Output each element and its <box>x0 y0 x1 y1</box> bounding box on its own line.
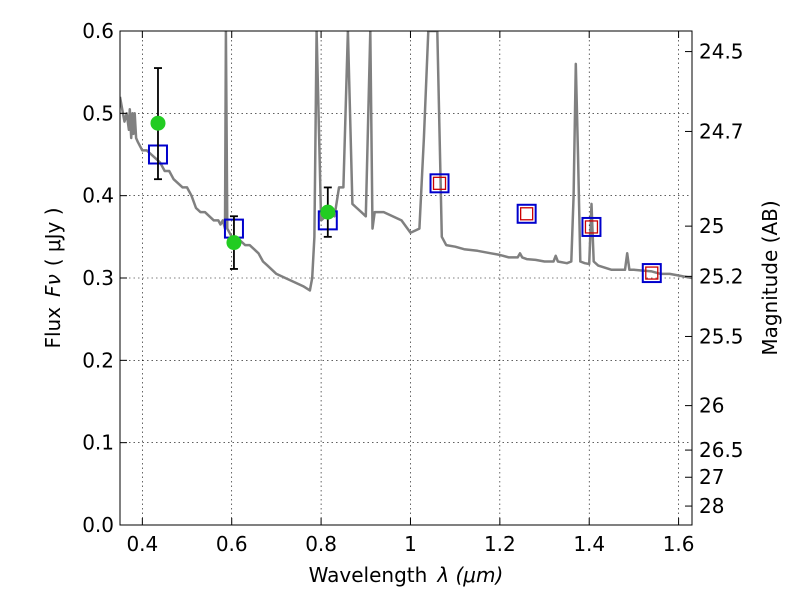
red-square-marker <box>584 220 599 234</box>
y-tick-label: 0.3 <box>82 266 114 290</box>
y-tick-label: 0.0 <box>82 513 114 537</box>
blue-square-marker <box>429 173 450 194</box>
blue-square-marker <box>581 216 602 237</box>
grid-layer <box>120 30 692 526</box>
right-tick-label: 25 <box>699 214 724 238</box>
photometry-point <box>226 235 242 251</box>
right-tick-label: 26 <box>699 394 724 418</box>
x-tick-label: 0.4 <box>126 532 158 556</box>
photometry-point <box>150 115 166 131</box>
y-tick-label: 0.4 <box>82 184 114 208</box>
y-tick-label: 0.1 <box>82 431 114 455</box>
spectrum-line <box>120 31 692 292</box>
plot-area <box>120 31 692 292</box>
x-tick-label: 1 <box>404 532 417 556</box>
right-tick-label: 24.7 <box>699 119 744 143</box>
right-tick-label: 28 <box>699 494 724 518</box>
y-tick-label: 0.5 <box>82 101 114 125</box>
right-axis-label: Magnitude (AB) <box>758 200 782 355</box>
blue-square-marker <box>516 203 537 224</box>
red-square-marker <box>432 176 447 190</box>
y-axis-label: FluxFν( μJy ) <box>41 207 65 348</box>
right-tick-label: 26.5 <box>699 438 744 462</box>
right-tick-label: 25.5 <box>699 324 744 348</box>
right-tick-label: 24.5 <box>699 40 744 64</box>
x-tick-label: 0.6 <box>216 532 248 556</box>
photometry-point <box>320 204 336 220</box>
blue-square-marker <box>641 263 662 284</box>
x-tick-label: 0.8 <box>305 532 337 556</box>
y-tick-label: 0.2 <box>82 348 114 372</box>
x-axis-label: Wavelength λ (μm) <box>309 563 504 587</box>
right-tick-label: 27 <box>699 465 724 489</box>
right-tick-label: 25.2 <box>699 264 744 288</box>
x-tick-label: 1.6 <box>663 532 695 556</box>
x-tick-label: 1.4 <box>573 532 605 556</box>
x-tick-label: 1.2 <box>484 532 516 556</box>
tick-layer: 0.4 0.6 0.8 1 1.2 1.4 1.6 0.0 0.1 0.2 0.3 0.4 0.5 0.6… <box>82 19 743 556</box>
red-square-marker <box>645 266 659 280</box>
red-square-marker <box>520 207 534 221</box>
y-tick-label: 0.6 <box>82 19 114 43</box>
